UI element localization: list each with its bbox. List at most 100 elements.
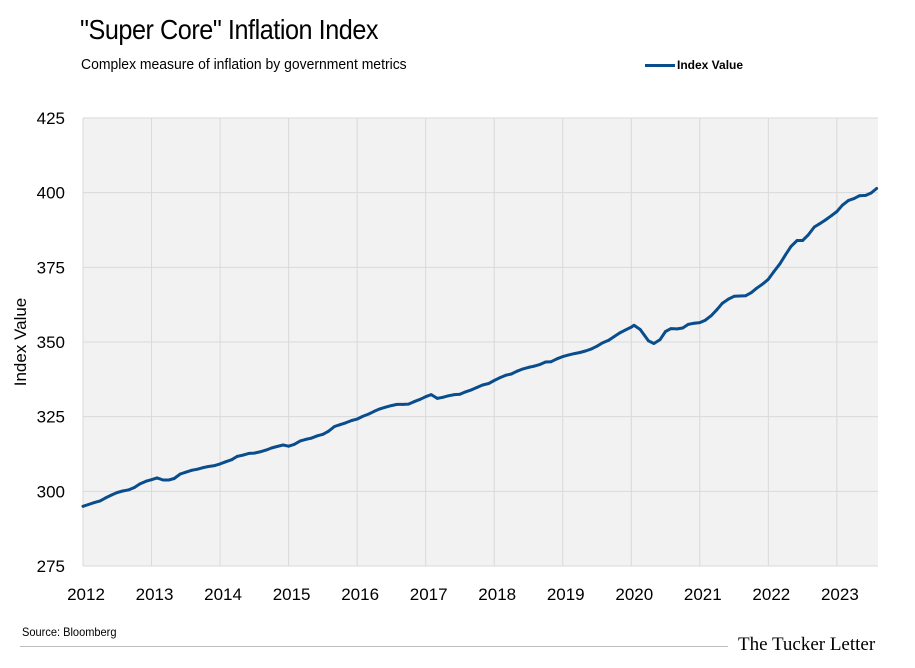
data-point [686,323,690,326]
data-point [647,339,650,343]
data-point [115,491,119,494]
x-tick-label: 2019 [547,585,585,604]
data-point [738,294,741,298]
data-point [492,379,496,382]
data-point [201,466,205,470]
data-point [612,335,616,338]
data-point [133,486,136,489]
x-tick-label: 2021 [684,585,722,604]
data-point [629,325,633,329]
data-point [298,439,302,443]
data-point [864,194,868,197]
data-point [481,383,484,387]
data-point [333,425,336,428]
data-point [664,330,667,333]
data-point [93,501,97,504]
data-point [378,407,382,411]
data-point [361,415,364,418]
data-point [638,328,642,331]
data-point [264,448,268,452]
data-point [772,270,776,274]
data-point [732,294,736,298]
data-point [806,233,810,237]
data-point [372,409,376,413]
y-tick-label: 425 [37,109,65,128]
data-point [338,423,342,427]
data-point [464,390,467,394]
data-point [566,353,570,357]
x-tick-label: 2023 [821,585,859,604]
data-point [281,443,285,447]
data-point [235,455,239,458]
data-point [778,262,782,266]
data-point [721,301,724,305]
data-point [789,245,793,248]
data-point [321,432,325,436]
y-tick-label: 350 [37,333,65,352]
data-point [538,363,542,366]
data-point [218,462,222,466]
data-point [110,493,114,497]
data-point [561,355,565,358]
data-point [144,479,148,483]
data-point [858,194,861,198]
data-point [252,451,256,455]
y-tick-label: 400 [37,184,65,203]
data-point [532,364,536,368]
data-point [710,314,713,317]
data-point [515,369,519,373]
data-point [316,434,319,438]
data-point [555,357,559,361]
data-point [698,321,702,324]
brand-wordmark: The Tucker Letter [738,634,876,655]
data-point [355,417,359,421]
data-point [258,450,262,454]
data-point [213,464,217,467]
data-point [703,318,707,322]
data-point [869,191,873,195]
y-tick-label: 300 [37,482,65,501]
data-point [138,482,142,486]
source-note: Source: Bloomberg [22,625,117,639]
data-point [270,446,273,450]
data-point [224,460,228,464]
data-point [784,253,787,257]
data-point [509,372,513,376]
data-point [632,323,636,327]
y-tick-label: 275 [37,557,65,576]
data-point [247,452,251,455]
data-point [475,386,479,389]
data-point [98,499,102,503]
y-axis-ticks: 275 300 325 350 375 400 425 [37,109,65,576]
data-point [384,405,388,409]
data-point [578,351,582,354]
data-point [104,496,107,500]
data-point [755,286,759,290]
data-point [207,465,210,468]
data-point [487,382,491,385]
data-point [81,504,85,508]
data-point [390,404,393,407]
data-point [675,327,679,331]
x-tick-label: 2015 [273,585,311,604]
data-point [727,297,730,301]
data-point [395,403,399,406]
data-point [172,477,176,480]
y-tick-label: 325 [37,408,65,427]
data-point [823,218,827,222]
data-point [367,412,371,416]
data-point [189,469,193,472]
data-point [521,367,525,371]
data-point [835,210,839,213]
legend-label: Index Value [677,58,744,72]
data-point [161,478,165,482]
data-point [150,478,153,482]
data-point [127,488,131,492]
x-tick-label: 2013 [136,585,174,604]
data-point [287,444,290,448]
data-point [584,349,587,353]
data-point [841,203,844,207]
series-layer [81,187,879,508]
data-point [424,395,428,399]
